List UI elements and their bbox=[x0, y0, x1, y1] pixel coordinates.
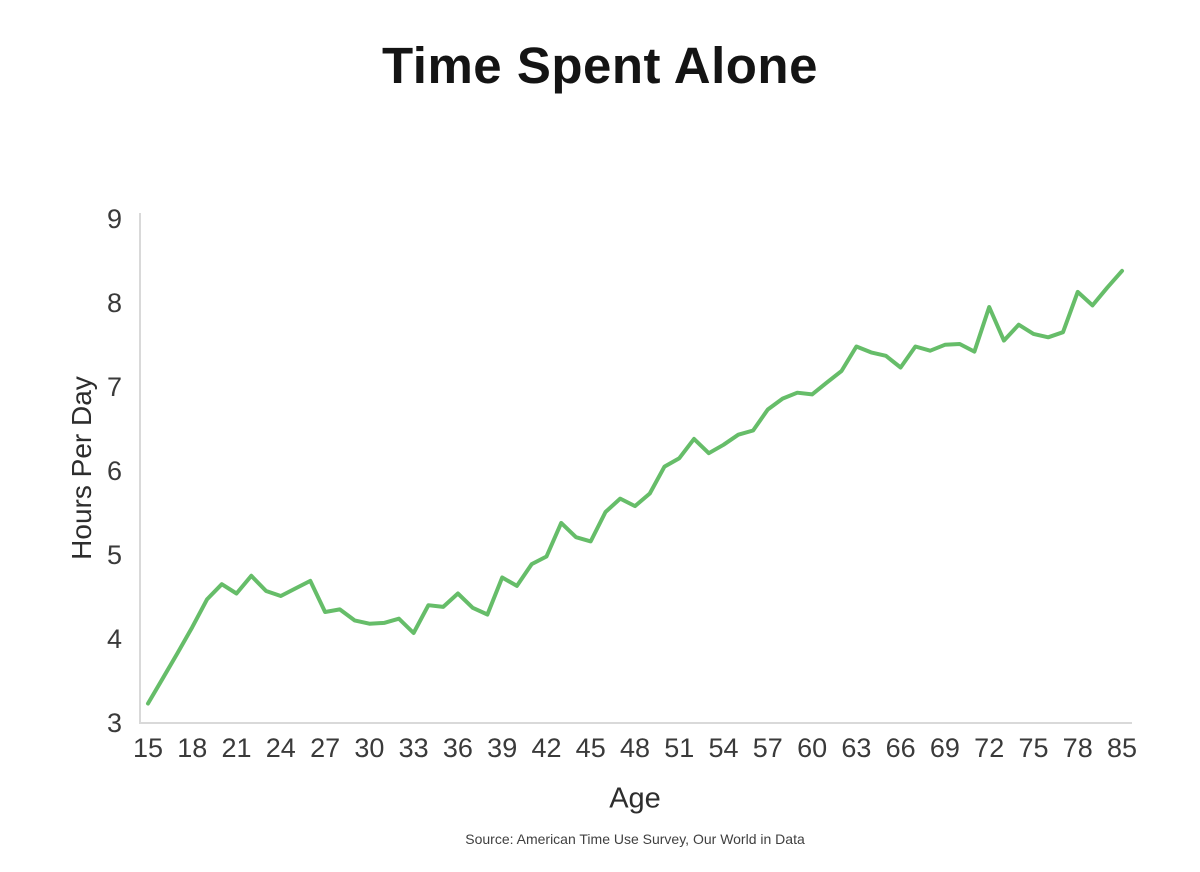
y-tick-label: 6 bbox=[107, 456, 122, 486]
x-tick-label: 75 bbox=[1018, 733, 1048, 763]
x-tick-label: 78 bbox=[1063, 733, 1093, 763]
y-tick-label: 3 bbox=[107, 708, 122, 738]
y-axis-title: Hours Per Day bbox=[66, 376, 97, 560]
x-tick-label: 54 bbox=[708, 733, 738, 763]
x-tick-label: 18 bbox=[177, 733, 207, 763]
source-note: Source: American Time Use Survey, Our Wo… bbox=[465, 831, 805, 847]
y-axis-tick-labels: 9 8 7 6 5 4 3 bbox=[107, 204, 122, 738]
y-tick-label: 5 bbox=[107, 540, 122, 570]
x-tick-label: 85 bbox=[1107, 733, 1137, 763]
x-tick-label: 15 bbox=[133, 733, 163, 763]
x-tick-label: 60 bbox=[797, 733, 827, 763]
x-tick-label: 72 bbox=[974, 733, 1004, 763]
x-tick-label: 27 bbox=[310, 733, 340, 763]
page-title: Time Spent Alone bbox=[382, 37, 818, 94]
x-axis-title: Age bbox=[609, 782, 661, 815]
x-tick-label: 36 bbox=[443, 733, 473, 763]
x-tick-label: 66 bbox=[886, 733, 916, 763]
y-tick-label: 9 bbox=[107, 204, 122, 234]
data-series bbox=[146, 268, 1124, 706]
x-tick-label: 45 bbox=[576, 733, 606, 763]
x-axis-tick-labels: 15 18 21 24 27 30 33 36 39 42 45 48 51 54 57 60 63 66 69 72… bbox=[133, 733, 1137, 763]
y-tick-label: 8 bbox=[107, 288, 122, 318]
x-tick-label: 51 bbox=[664, 733, 694, 763]
x-tick-label: 30 bbox=[354, 733, 384, 763]
x-tick-label: 42 bbox=[531, 733, 561, 763]
x-tick-label: 48 bbox=[620, 733, 650, 763]
y-tick-label: 4 bbox=[107, 624, 122, 654]
x-tick-label: 33 bbox=[399, 733, 429, 763]
y-tick-label: 7 bbox=[107, 372, 122, 402]
x-tick-label: 21 bbox=[221, 733, 251, 763]
x-tick-label: 39 bbox=[487, 733, 517, 763]
x-tick-label: 69 bbox=[930, 733, 960, 763]
x-tick-label: 63 bbox=[841, 733, 871, 763]
time-alone-line bbox=[146, 268, 1124, 706]
x-tick-label: 24 bbox=[266, 733, 296, 763]
x-tick-label: 57 bbox=[753, 733, 783, 763]
